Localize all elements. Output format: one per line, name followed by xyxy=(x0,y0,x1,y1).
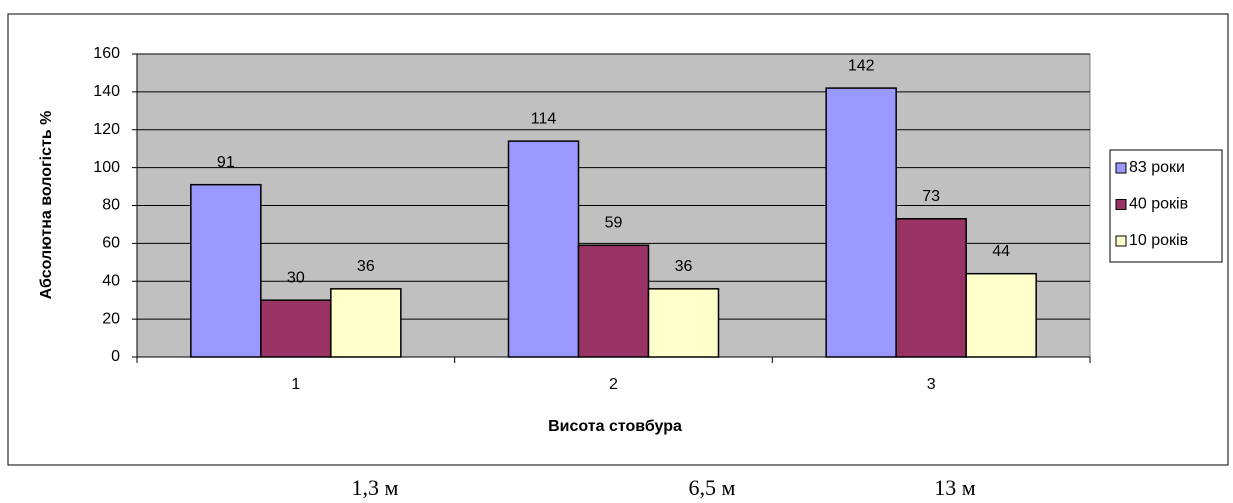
y-tick-label: 120 xyxy=(93,121,120,138)
x-tick-label: 2 xyxy=(609,376,618,393)
legend-label: 83 роки xyxy=(1129,159,1185,176)
bar xyxy=(825,87,897,358)
x-axis-label: Висота стовбура xyxy=(548,418,682,435)
annotation: 1,3 м xyxy=(352,475,399,500)
data-label: 114 xyxy=(531,110,557,127)
legend xyxy=(1109,149,1223,263)
data-label: 30 xyxy=(287,269,305,286)
y-tick-label: 80 xyxy=(102,197,120,214)
legend-swatch xyxy=(1115,235,1127,247)
annotation: 13 м xyxy=(934,475,976,500)
legend-swatch xyxy=(1115,162,1127,174)
y-tick-label: 40 xyxy=(102,272,120,289)
data-label: 44 xyxy=(992,243,1010,260)
bar xyxy=(260,299,332,358)
legend-label: 40 років xyxy=(1129,196,1188,213)
data-label: 59 xyxy=(605,214,623,231)
x-tick-label: 3 xyxy=(927,376,936,393)
data-label: 91 xyxy=(217,154,235,171)
y-tick-label: 160 xyxy=(93,45,120,62)
bar xyxy=(330,288,402,358)
legend-swatch xyxy=(1115,199,1127,210)
data-label: 73 xyxy=(922,188,940,205)
y-tick-label: 140 xyxy=(93,83,120,100)
bar xyxy=(965,272,1037,358)
bar xyxy=(190,183,262,358)
y-tick-label: 60 xyxy=(102,235,120,252)
data-label: 36 xyxy=(357,258,375,275)
data-label: 36 xyxy=(675,258,693,275)
bar xyxy=(647,288,720,358)
data-label: 142 xyxy=(848,57,875,74)
annotation: 6,5 м xyxy=(689,475,736,500)
y-tick-label: 0 xyxy=(111,348,120,365)
bar xyxy=(577,244,650,358)
legend-label: 10 років xyxy=(1129,232,1188,249)
y-axis-label: Абсолютна вологість % xyxy=(38,111,55,300)
bar xyxy=(507,140,580,358)
y-tick-label: 100 xyxy=(93,159,120,176)
y-tick-label: 20 xyxy=(102,310,120,327)
x-tick-label: 1 xyxy=(291,376,300,393)
bar xyxy=(895,218,967,358)
